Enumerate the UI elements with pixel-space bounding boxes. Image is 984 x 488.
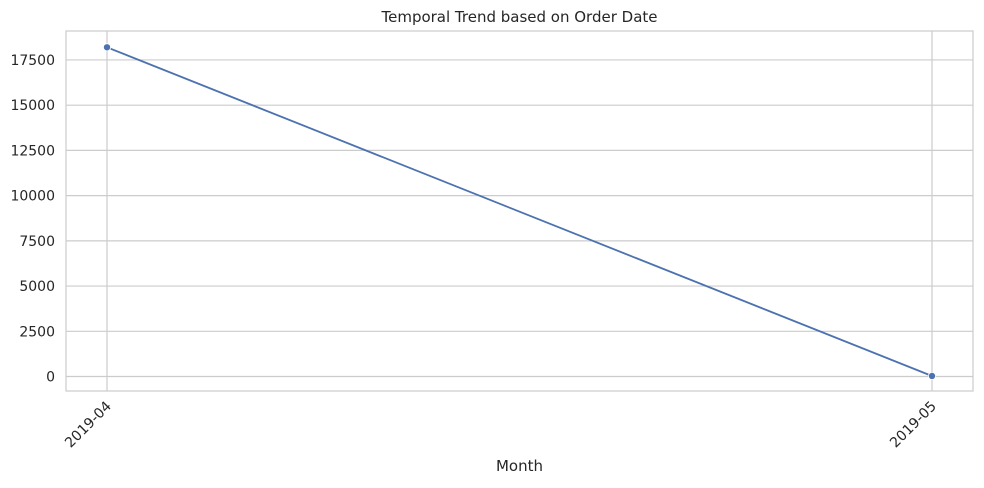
y-tick-label: 12500 bbox=[10, 143, 55, 159]
x-axis-ticks: 2019-04 2019-05 bbox=[62, 398, 940, 451]
chart-title: Temporal Trend based on Order Date bbox=[380, 8, 657, 26]
y-axis-ticks: 0 2500 5000 7500 10000 12500 15000 17500 bbox=[10, 53, 55, 386]
x-tick-label: 2019-04 bbox=[62, 398, 115, 451]
x-axis-title: Month bbox=[496, 457, 543, 475]
plot-frame bbox=[65, 30, 974, 392]
data-point bbox=[103, 43, 112, 52]
y-tick-label: 5000 bbox=[19, 279, 55, 295]
y-tick-label: 0 bbox=[46, 370, 55, 386]
series-layer bbox=[103, 43, 937, 380]
series-line bbox=[106, 46, 933, 377]
y-tick-label: 10000 bbox=[10, 189, 55, 205]
gridlines bbox=[66, 31, 973, 391]
y-tick-label: 17500 bbox=[10, 53, 55, 69]
data-point bbox=[928, 371, 937, 380]
y-tick-label: 2500 bbox=[19, 324, 55, 340]
y-tick-label: 15000 bbox=[10, 98, 55, 114]
y-tick-label: 7500 bbox=[19, 234, 55, 250]
x-tick-label: 2019-05 bbox=[887, 399, 940, 452]
